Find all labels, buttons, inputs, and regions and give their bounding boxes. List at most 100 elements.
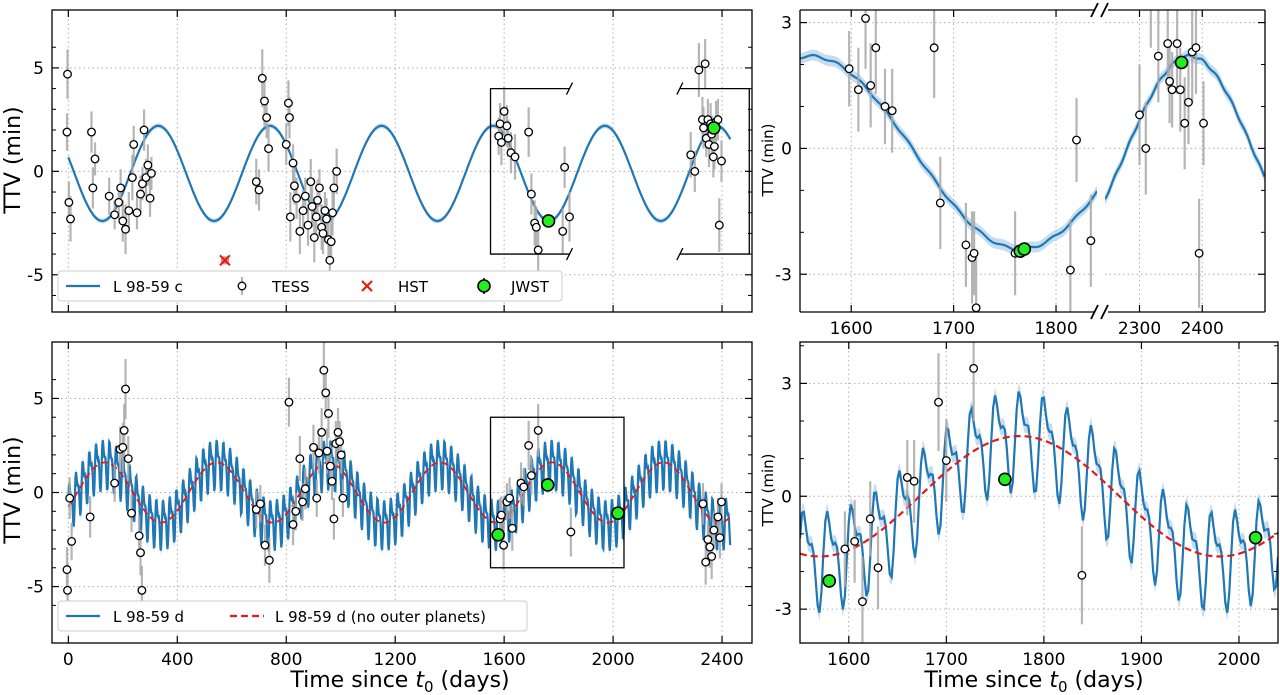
bl-xtick-label-5: 2000	[591, 650, 634, 670]
tr-seg2-jwst-point-2	[1174, 55, 1189, 70]
br-tess-point-8	[941, 456, 951, 465]
legend-jwst-label: JWST	[510, 278, 550, 296]
br-tess-point-10	[1077, 570, 1087, 580]
tl-tess-point-5	[88, 183, 98, 193]
bl-tess-point-57	[707, 552, 717, 561]
tr-seg1-tess-point-6	[887, 106, 897, 116]
tl-tess-point-37	[295, 226, 305, 236]
bl-tess-point-14	[137, 585, 147, 595]
tl-model-line	[67, 124, 732, 223]
br-tess-point-4	[873, 563, 883, 573]
tr-seg1-tess-point-4	[871, 43, 881, 53]
bl-tess-point-2	[65, 493, 75, 503]
tl-tess-point-49	[320, 206, 330, 216]
bl-frame	[51, 341, 753, 644]
tl-tess-point-14	[127, 173, 137, 182]
bl-tess-point-17	[260, 540, 270, 550]
tl-tess-point-84	[708, 152, 718, 162]
tr-seg1-tess-point-11	[969, 248, 979, 258]
br-tess-point-7	[934, 397, 943, 407]
tr-seg2-tess-point-32	[1199, 118, 1208, 128]
tl-tess-point-36	[292, 193, 302, 203]
tl-jwst-point-0	[541, 214, 556, 228]
tr-ytick-label-1: 0	[781, 139, 792, 159]
tl-tess-point-52	[325, 255, 335, 265]
tr-break-a-top	[1090, 2, 1099, 18]
tr-seg1-tess-point-15	[1072, 135, 1081, 145]
bl-tess-point-45	[505, 493, 515, 503]
tl-tess-point-72	[565, 212, 574, 222]
bl-tess-point-37	[333, 427, 343, 437]
tl-tess-point-38	[298, 206, 308, 216]
bl-tess-point-51	[533, 425, 543, 435]
tr-seg1-model-line-band	[800, 49, 1097, 256]
bl-zoom-box	[489, 416, 625, 569]
bl-tess-point-12	[134, 531, 144, 541]
bl-xtick-label-0: 0	[63, 650, 74, 670]
tr-seg1-tess-point-8	[935, 198, 945, 208]
clip-bl-group	[62, 342, 732, 617]
tr-seg1-tess-point-5	[880, 102, 890, 111]
tr-break-a-bottom	[1090, 304, 1099, 320]
tl-tess-point-62	[503, 133, 513, 143]
bl-tess-point-0	[62, 565, 72, 575]
bl-tess-point-60	[715, 533, 725, 543]
tl-tess-point-11	[118, 216, 128, 226]
tl-tess-point-40	[303, 220, 313, 230]
tl-tess-point-21	[143, 160, 153, 170]
bl-model-line	[67, 438, 732, 553]
tl-tess-point-64	[510, 152, 520, 162]
bl-jwst-point-0	[491, 528, 505, 542]
tl-tess-point-27	[260, 96, 269, 106]
tl-jwst-point-1	[707, 121, 721, 135]
tr-seg1-xtick-label-1: 1700	[932, 319, 975, 339]
bl-tess-point-61	[717, 497, 726, 507]
tl-tess-point-19	[139, 125, 149, 135]
br-tess-point-2	[857, 597, 867, 607]
br-frame	[799, 341, 1279, 644]
bl-tess-point-39	[336, 450, 346, 460]
tr-seg1-xtick-label-0: 1600	[830, 319, 873, 339]
tl-tess-point-32	[285, 113, 294, 123]
tr-ytick-label-2: 3	[781, 14, 792, 34]
tr-seg1-tess-point-1	[853, 85, 863, 95]
tl-tess-point-78	[700, 59, 710, 69]
tl-ytick-label-2: 5	[33, 59, 44, 79]
tl-zoom-box-1	[489, 87, 570, 255]
tl-tess-point-10	[116, 183, 126, 193]
bl-tess-point-38	[335, 437, 345, 447]
br-model-line	[800, 391, 1278, 614]
br-xtick-label-2: 1800	[1022, 650, 1065, 670]
bl-tess-point-30	[321, 388, 331, 398]
tl-zoom-break-2b	[676, 247, 684, 261]
panel-top-left: -5 0 5	[27, 9, 753, 313]
bl-tess-point-48	[519, 482, 529, 492]
bl-tess-point-10	[123, 454, 133, 464]
br-ytick-label-0: -3	[775, 600, 792, 620]
tl-tess-point-23	[146, 168, 156, 178]
tr-seg2-tess-point-17	[1135, 110, 1144, 120]
bl-tess-point-28	[317, 427, 327, 437]
bl-xtick-label-3: 1200	[374, 650, 417, 670]
br-jwst-point-0	[822, 574, 837, 588]
bl-tess-point-52	[566, 527, 576, 537]
tl-tess-point-88	[714, 220, 724, 230]
legend-bottom-left: L 98-59 d L 98-59 d (no outer planets)	[57, 600, 528, 632]
tr-seg1-jwst-point-1	[1017, 242, 1032, 256]
tl-tess-point-66	[526, 189, 536, 199]
br-xtick-label-3: 1900	[1120, 650, 1163, 670]
tr-seg2-tess-point-28	[1184, 97, 1193, 107]
tl-tess-point-25	[254, 185, 264, 195]
bl-tess-point-27	[314, 448, 324, 458]
tl-tess-point-43	[309, 233, 319, 242]
bl-tess-point-9	[121, 384, 130, 394]
br-tess-point-0	[840, 544, 850, 554]
tr-seg1-model-line	[800, 53, 1097, 252]
bl-tess-point-20	[288, 520, 298, 529]
tl-tess-point-53	[326, 237, 336, 247]
tl-tess-point-28	[264, 144, 273, 154]
tr-seg2-xtick-label-1: 2400	[1181, 319, 1224, 339]
bl-tess-point-8	[119, 425, 129, 435]
tl-tess-point-44	[311, 212, 321, 222]
tl-tess-point-41	[306, 177, 316, 187]
